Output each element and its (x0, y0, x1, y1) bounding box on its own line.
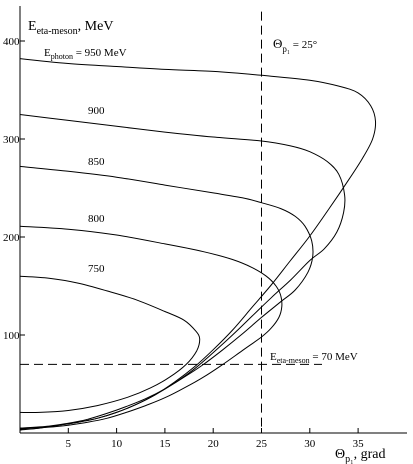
x-tick-label: 35 (353, 438, 365, 450)
series-label-800: 800 (88, 213, 105, 225)
series-label-750: 750 (88, 263, 105, 275)
x-tick-label: 20 (208, 438, 220, 450)
reference-lines (20, 11, 322, 433)
x-tick-label: 10 (111, 438, 123, 450)
x-ticks: 5 10 15 20 25 30 35 (66, 428, 365, 450)
series-label-900: 900 (88, 105, 105, 117)
axes (19, 6, 407, 434)
series-label-950: Ephoton = 950 MeV (44, 47, 127, 61)
curve-800 (19, 225, 283, 429)
y-ticks: 100 200 300 400 (3, 36, 25, 342)
annotation-theta-25: Θp₁ = 25° (273, 36, 317, 54)
x-tick-label: 5 (66, 438, 72, 450)
x-tick-label: 30 (304, 438, 316, 450)
y-tick-label: 400 (3, 36, 20, 48)
curve-900 (19, 114, 346, 430)
curve-950 (19, 58, 377, 431)
curve-750 (19, 275, 201, 414)
curve-850 (19, 165, 314, 429)
y-tick-label: 200 (3, 232, 20, 244)
series-label-850: 850 (88, 156, 105, 168)
x-tick-label: 25 (256, 438, 268, 450)
curves (19, 58, 377, 431)
x-tick-label: 15 (159, 438, 171, 450)
y-tick-label: 100 (3, 330, 20, 342)
annotation-eta-70: Eeta-meson = 70 MeV (270, 351, 358, 365)
chart-title: Eeta-meson, MeV (28, 19, 113, 37)
x-axis-label: Θp₁, grad (335, 447, 386, 464)
y-tick-label: 300 (3, 134, 20, 146)
